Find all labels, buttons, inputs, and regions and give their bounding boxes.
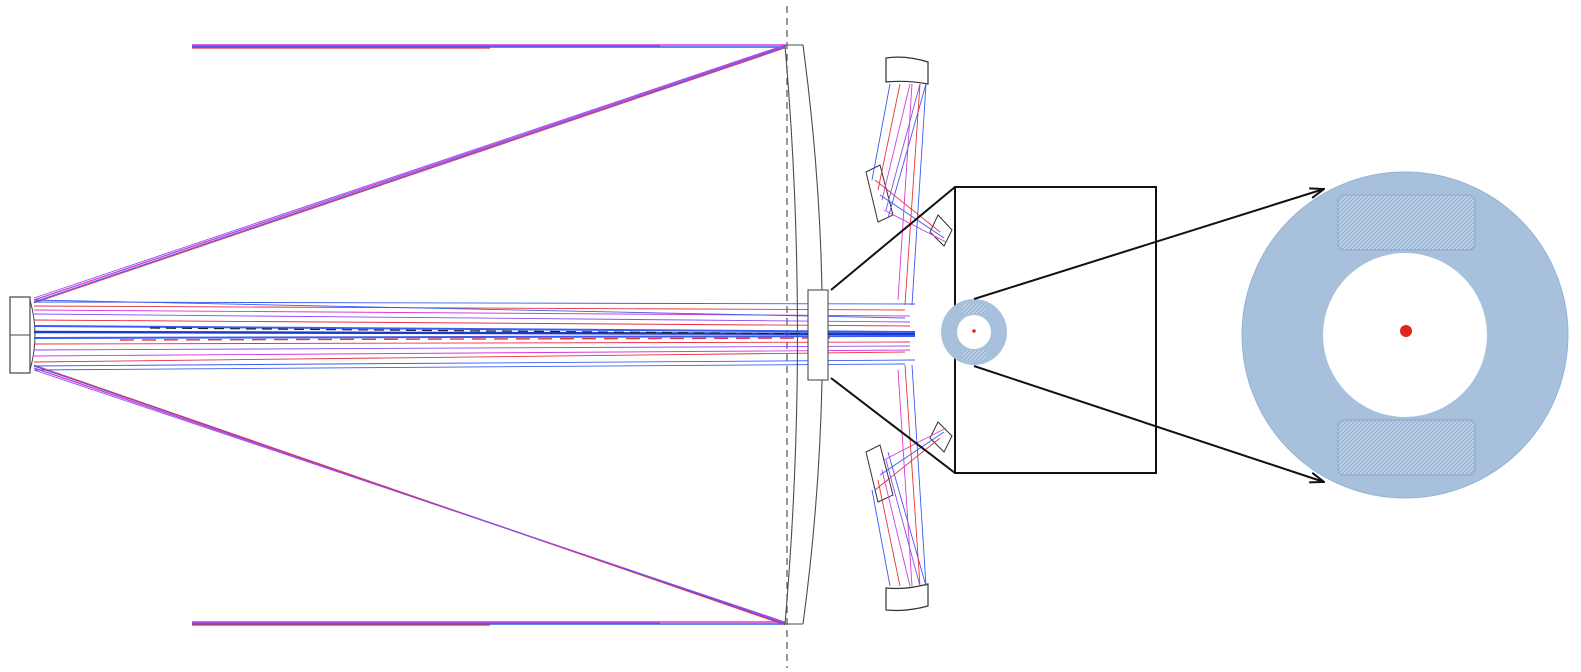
callout-arrows [973,189,1324,482]
folding-mirror-lower [865,364,953,612]
entrance-beam-bottom [192,621,785,626]
central-ray-bundle [33,299,916,371]
folding-mirror-upper [865,56,953,306]
detector-magnified [1241,171,1569,499]
focal-spot [1400,325,1412,337]
primary-corrector-lens [784,44,829,625]
secondary-mirror [9,296,36,374]
converging-rays-upper [33,44,786,304]
entrance-beam-top [192,44,785,49]
converging-rays-lower [33,364,786,626]
detector-plane [941,299,1007,365]
